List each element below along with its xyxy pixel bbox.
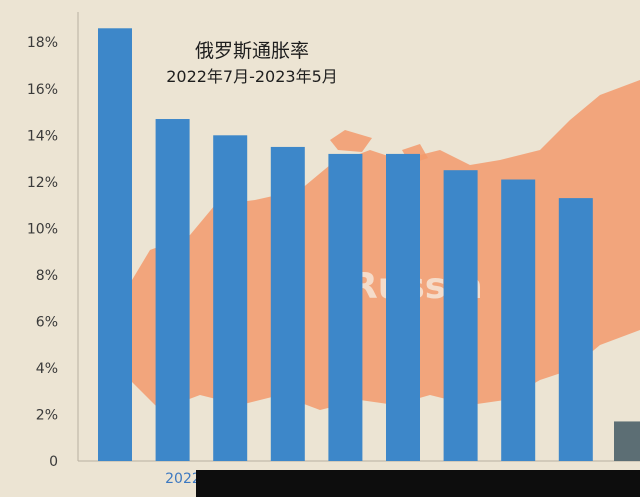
y-tick-label: 16% xyxy=(27,82,58,98)
subtitle-caption-bar xyxy=(196,470,640,497)
bars xyxy=(98,28,640,462)
bar xyxy=(386,153,420,461)
y-tick-label: 10% xyxy=(27,221,58,237)
chart-title: 俄罗斯通胀率 xyxy=(195,40,309,62)
y-tick-label: 18% xyxy=(27,35,58,51)
y-tick-label: 6% xyxy=(36,314,58,330)
y-tick-label: 14% xyxy=(27,128,58,144)
bar xyxy=(614,421,640,461)
bar xyxy=(558,198,593,461)
bar xyxy=(501,179,536,461)
bar xyxy=(98,28,132,461)
y-tick-label: 12% xyxy=(27,175,58,191)
bar xyxy=(155,119,190,462)
bar xyxy=(213,135,248,461)
y-axis: 0 2% 4% 6% 8% 10% 12% 14% 16% 18% xyxy=(27,35,58,470)
y-tick-label: 0 xyxy=(49,454,58,470)
bar xyxy=(328,153,363,461)
y-tick-label: 8% xyxy=(36,268,58,284)
y-tick-label: 4% xyxy=(36,361,58,377)
y-tick-label: 2% xyxy=(36,407,58,423)
bar xyxy=(270,146,305,461)
chart-subtitle: 2022年7月-2023年5月 xyxy=(166,67,338,86)
bar xyxy=(443,170,478,461)
